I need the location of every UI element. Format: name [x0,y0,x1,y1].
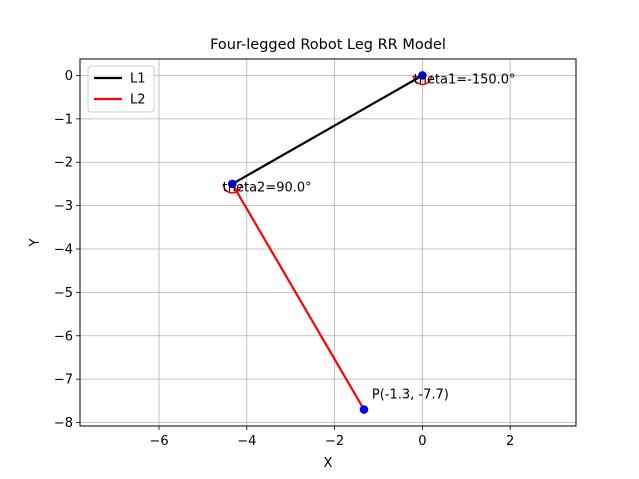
x-tick-label: −2 [325,434,344,449]
y-axis-label: Y [28,238,43,247]
y-tick-label: −7 [54,373,73,388]
annotation-label: P(-1.3, -7.7) [372,388,449,403]
y-tick-label: −4 [54,243,73,258]
x-axis-label: X [324,456,333,471]
series-line-l2 [231,183,365,411]
legend-label-l2: L2 [130,93,146,108]
y-tick-label: −5 [54,286,73,301]
plot-area: theta1=-150.0° theta2=90.0° P(-1.3, -7.7) [222,71,516,414]
angle-arc-2 [222,183,243,194]
series-line-l1 [231,74,423,185]
x-tick-label: 0 [418,434,426,449]
chart-title: Four-legged Robot Leg RR Model [210,37,446,53]
x-tick-label: 2 [506,434,514,449]
axes-frame [79,58,577,427]
y-tick-label: −2 [54,156,73,171]
joint-point [418,71,427,80]
x-tick-label: −6 [149,434,168,449]
annotation-label: theta1=-150.0° [414,72,516,87]
joint-point [228,179,237,189]
annotation-label: theta2=90.0° [223,181,312,196]
y-tick-label: −6 [54,329,73,344]
angle-arc-1 [412,75,433,86]
y-tick-label: −3 [54,199,73,214]
y-tick-label: 0 [65,69,73,84]
y-tick-label: −8 [54,416,73,431]
legend-label-l1: L1 [130,72,146,87]
y-tick-label: −1 [54,112,73,127]
x-tick-label: −4 [237,434,256,449]
axis-ticks: −6 −4 −2 0 2 0 −1 −2 −3 −4 −5 −6 −7 −8 [54,69,514,449]
joint-point [359,405,369,414]
grid [80,59,576,426]
